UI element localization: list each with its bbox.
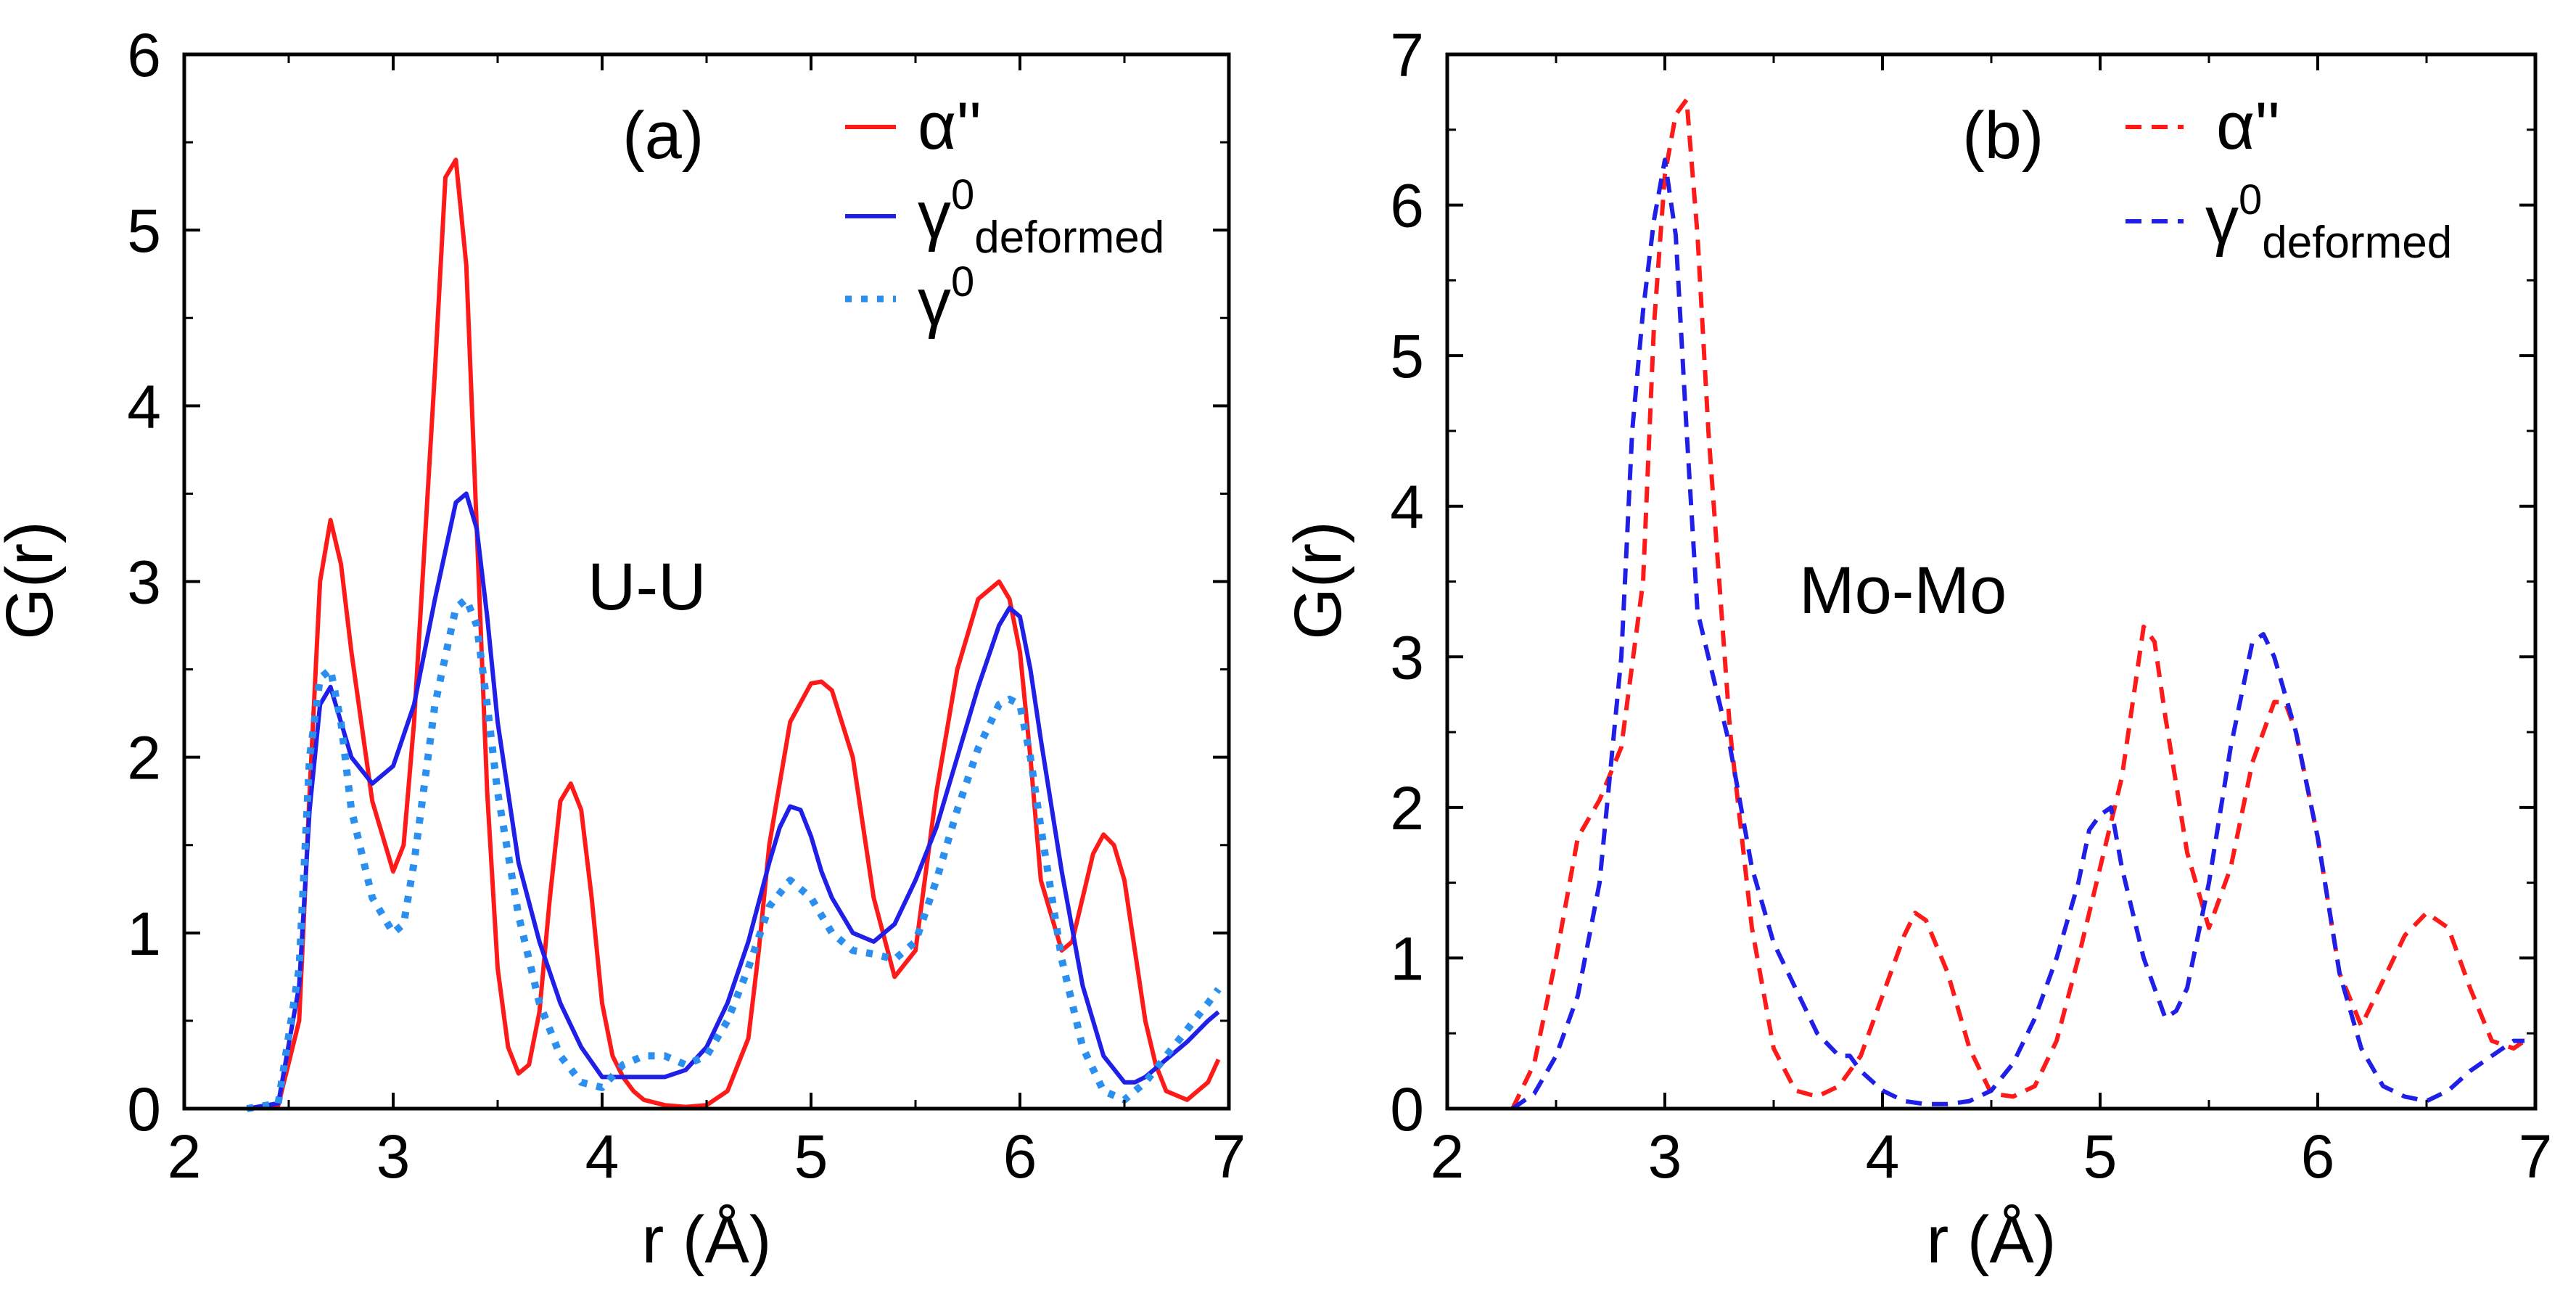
panel-b-y-tick-label: 1 xyxy=(1390,924,1424,993)
panel-b-x-tick-label: 3 xyxy=(1648,1122,1682,1191)
panel-a-y-tick-label: 5 xyxy=(127,197,161,265)
panel-b-legend-main-alpha: α'' xyxy=(2216,89,2280,163)
panel-a-y-tick-label: 2 xyxy=(127,724,161,792)
panel-b-x-tick-label: 6 xyxy=(2301,1122,2335,1191)
panel-a-x-axis-label: r (Å) xyxy=(642,1203,772,1277)
panel-b-legend-entry-gamma-deformed: γ0deformed xyxy=(2126,176,2452,268)
panel-b-y-tick-label: 4 xyxy=(1390,473,1424,541)
panel-b-y-tick-label: 3 xyxy=(1390,623,1424,691)
panel-b-plot-area xyxy=(1510,97,2526,1111)
panel-a-series-alpha xyxy=(247,157,1221,1111)
panel-b-legend-label-alpha: α'' xyxy=(2216,89,2280,163)
panel-a-legend-label-gamma-deformed: γ0deformed xyxy=(918,171,1164,263)
panel-b-legend-sup-gamma-deformed: 0 xyxy=(2239,176,2262,223)
panel-b-legend-sub-gamma-deformed: deformed xyxy=(2262,218,2452,268)
panel-a-y-axis-label: G(r) xyxy=(0,521,67,639)
panel-b-series-gamma-def xyxy=(1511,157,2524,1111)
panel-a-legend-label-alpha: α'' xyxy=(918,89,982,163)
panel-a-legend: α'' γ0deformed γ0 xyxy=(845,89,1164,340)
panel-b-x-tick-label: 2 xyxy=(1431,1122,1465,1191)
panel-b-legend-label-gamma-deformed: γ0deformed xyxy=(2205,176,2452,268)
panel-a-x-tick-label: 2 xyxy=(168,1122,202,1191)
panel-b-y-tick-label: 7 xyxy=(1390,21,1424,89)
panel-b-y-tick-label: 6 xyxy=(1390,172,1424,240)
panel-b-label: (b) xyxy=(1962,99,2044,173)
panel-a-pair-label: U-U xyxy=(588,550,707,624)
panel-a-x-tick-label: 6 xyxy=(1003,1122,1037,1191)
panel-b-x-tick-label: 7 xyxy=(2519,1122,2553,1191)
panel-b-x-tick-label: 5 xyxy=(2083,1122,2118,1191)
panel-a-legend-main-gamma: γ xyxy=(918,266,951,340)
panel-b-y-axis-label: G(r) xyxy=(1281,521,1355,639)
panel-b-y-tick-label: 2 xyxy=(1390,774,1424,842)
panel-b-legend-main-gamma-deformed: γ xyxy=(2205,184,2239,258)
panel-a-legend-entry-gamma: γ0 xyxy=(845,258,974,340)
panel-a-y-tick-label: 1 xyxy=(127,900,161,968)
panel-a-y-tick-label: 4 xyxy=(127,372,161,440)
panel-a-label: (a) xyxy=(622,99,704,173)
panel-a-y-tick-label: 0 xyxy=(127,1075,161,1143)
panel-a-legend-main-gamma-deformed: γ xyxy=(918,178,951,252)
panel-b-x-axis-label: r (Å) xyxy=(1927,1203,2057,1277)
panel-a-x-tick-label: 4 xyxy=(585,1122,620,1191)
panel-a-y-tick-label: 6 xyxy=(127,21,161,89)
panel-a-legend-entry-alpha: α'' xyxy=(845,89,982,163)
panel-a-legend-label-gamma: γ0 xyxy=(918,258,974,340)
panel-b-y-tick-label: 5 xyxy=(1390,322,1424,390)
panel-a-x-tick-label: 3 xyxy=(376,1122,411,1191)
panel-b: 2 3 4 5 6 7 0 1 2 3 4 5 6 7 r (Å) G(r) (b) Mo-Mo α'' … xyxy=(1281,21,2552,1277)
panel-b-ticks: 2 3 4 5 6 7 0 1 2 3 4 5 6 7 xyxy=(1390,21,2552,1191)
panel-a-x-tick-label: 5 xyxy=(794,1122,828,1191)
panel-a-legend-sup-gamma-deformed: 0 xyxy=(951,171,974,218)
panel-a-plot-area xyxy=(246,157,1222,1112)
panel-a-series-gamma xyxy=(246,595,1222,1112)
panel-a-legend-sub-gamma-deformed: deformed xyxy=(974,213,1164,263)
panel-a-x-tick-label: 7 xyxy=(1212,1122,1246,1191)
panel-a-ticks: 2 3 4 5 6 7 0 1 2 3 4 5 6 xyxy=(127,21,1246,1191)
panel-a-y-tick-label: 3 xyxy=(127,549,161,617)
panel-a-legend-sup-gamma: 0 xyxy=(951,258,974,305)
panel-a-legend-main-alpha: α'' xyxy=(918,89,982,163)
panel-b-legend-entry-alpha: α'' xyxy=(2126,89,2280,163)
panel-a-legend-entry-gamma-deformed: γ0deformed xyxy=(845,171,1164,263)
panel-a-series-gamma-def xyxy=(246,491,1220,1111)
panel-b-pair-label: Mo-Mo xyxy=(1799,554,2007,628)
panel-b-legend: α'' γ0deformed xyxy=(2126,89,2452,268)
panel-b-x-tick-label: 4 xyxy=(1866,1122,1900,1191)
panel-b-y-tick-label: 0 xyxy=(1390,1075,1424,1143)
